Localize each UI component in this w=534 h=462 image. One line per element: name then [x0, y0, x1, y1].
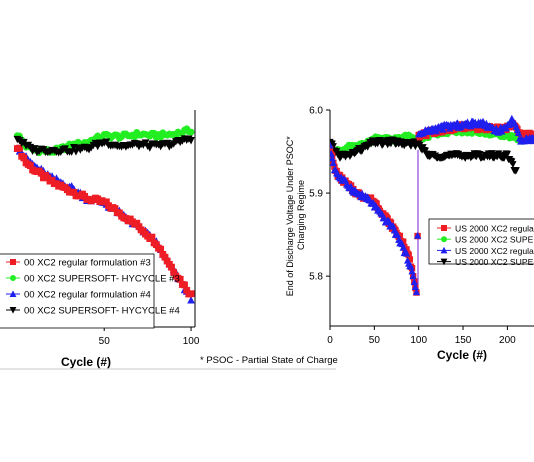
x-tick-label: 50 [99, 336, 111, 347]
data-point [347, 182, 355, 190]
data-point [529, 134, 534, 142]
y-tick-label: 5.9 [309, 189, 323, 200]
data-point [412, 288, 421, 296]
data-point [402, 249, 411, 257]
data-point [530, 131, 534, 138]
left-legend: 00 XC2 regular formulation #3 00 XC2 SUPE… [0, 253, 180, 329]
right-y-axis-label-line2: Charging Regime [296, 180, 306, 250]
data-point [330, 154, 336, 162]
data-point [519, 134, 527, 141]
legend-swatch-marker [440, 258, 448, 266]
data-point [187, 128, 195, 136]
data-point [187, 290, 195, 298]
data-point [330, 141, 334, 149]
data-point [152, 241, 160, 248]
data-point [330, 159, 337, 167]
data-point [170, 268, 178, 276]
data-point [514, 128, 523, 136]
data-point [367, 194, 375, 201]
legend-swatch-marker [441, 225, 447, 231]
legend-swatch-marker [440, 246, 448, 254]
data-point [26, 162, 34, 170]
legend-label: 00 XC2 SUPERSOFT- HYCYCLE #4 [24, 306, 180, 317]
legend-swatch-marker [441, 236, 447, 243]
data-point [37, 169, 45, 177]
data-point [407, 262, 415, 270]
data-point [187, 296, 195, 304]
data-point [512, 167, 520, 175]
data-point [148, 233, 156, 241]
legend-label: 00 XC2 regular formulation #3 [24, 258, 151, 269]
data-point [410, 278, 418, 286]
data-point [503, 150, 511, 158]
left-chart: 50 100 00 XC2 regular formulation #300 XC… [0, 110, 200, 369]
data-point [330, 149, 335, 157]
data-point [408, 267, 416, 275]
data-point [413, 231, 422, 239]
data-point [530, 137, 534, 145]
legend-swatch-marker [10, 259, 16, 265]
data-point [16, 144, 23, 152]
data-point [20, 154, 28, 162]
data-point [406, 256, 414, 263]
legend-label: US 2000 XC2 SUPE [455, 257, 534, 267]
right-x-axis-label: Cycle (#) [437, 348, 487, 362]
x-tick-label: 150 [455, 335, 472, 346]
legend-swatch-marker [9, 307, 17, 314]
legend-swatch-marker [10, 275, 16, 281]
data-point [385, 217, 393, 225]
data-point [157, 245, 165, 253]
data-point [30, 145, 39, 153]
data-point [509, 161, 517, 169]
x-tick-label: 50 [369, 335, 381, 346]
data-point [168, 263, 175, 271]
data-point [389, 222, 397, 230]
data-point [399, 238, 407, 245]
right-y-axis-label-line1: End of Discharge Voltage Under PSOC* [285, 136, 295, 297]
legend-label: 00 XC2 SUPERSOFT- HYCYCLE #3 [24, 274, 180, 285]
y-tick-label: 5.8 [309, 272, 323, 283]
data-point [341, 176, 350, 184]
data-point [183, 286, 191, 294]
y-tick-label: 6.0 [309, 106, 323, 117]
legend-label: 00 XC2 regular formulation #4 [24, 290, 151, 301]
x-tick-label: 100 [410, 335, 427, 346]
data-point [409, 272, 417, 280]
left-x-axis-label: Cycle (#) [61, 355, 111, 369]
legend-label: US 2000 XC2 SUPE [455, 235, 534, 245]
right-y-axis-label: End of Discharge Voltage Under PSOC* Cha… [285, 134, 306, 297]
data-point [467, 122, 475, 130]
x-tick-label: 0 [327, 335, 333, 346]
x-tick-label: 100 [183, 336, 200, 347]
data-point [102, 198, 110, 206]
data-point [161, 253, 169, 261]
data-point [111, 205, 119, 212]
data-point [330, 146, 334, 153]
x-tick-label: 200 [499, 335, 516, 346]
data-point [176, 275, 184, 283]
data-point [394, 231, 402, 239]
data-point [181, 281, 188, 289]
legend-label: US 2000 XC2 regula [455, 224, 534, 234]
data-point [187, 137, 195, 145]
legend-swatch-marker [9, 290, 17, 297]
footnote: * PSOC - Partial State of Charge [200, 355, 338, 366]
data-point [411, 283, 419, 291]
legend-label: US 2000 XC2 regula [455, 246, 534, 256]
data-point [133, 219, 141, 227]
right-chart: 0 50 100 150 200 5.8 5.9 6.0 US 2000 XC2 regula… [285, 106, 534, 362]
